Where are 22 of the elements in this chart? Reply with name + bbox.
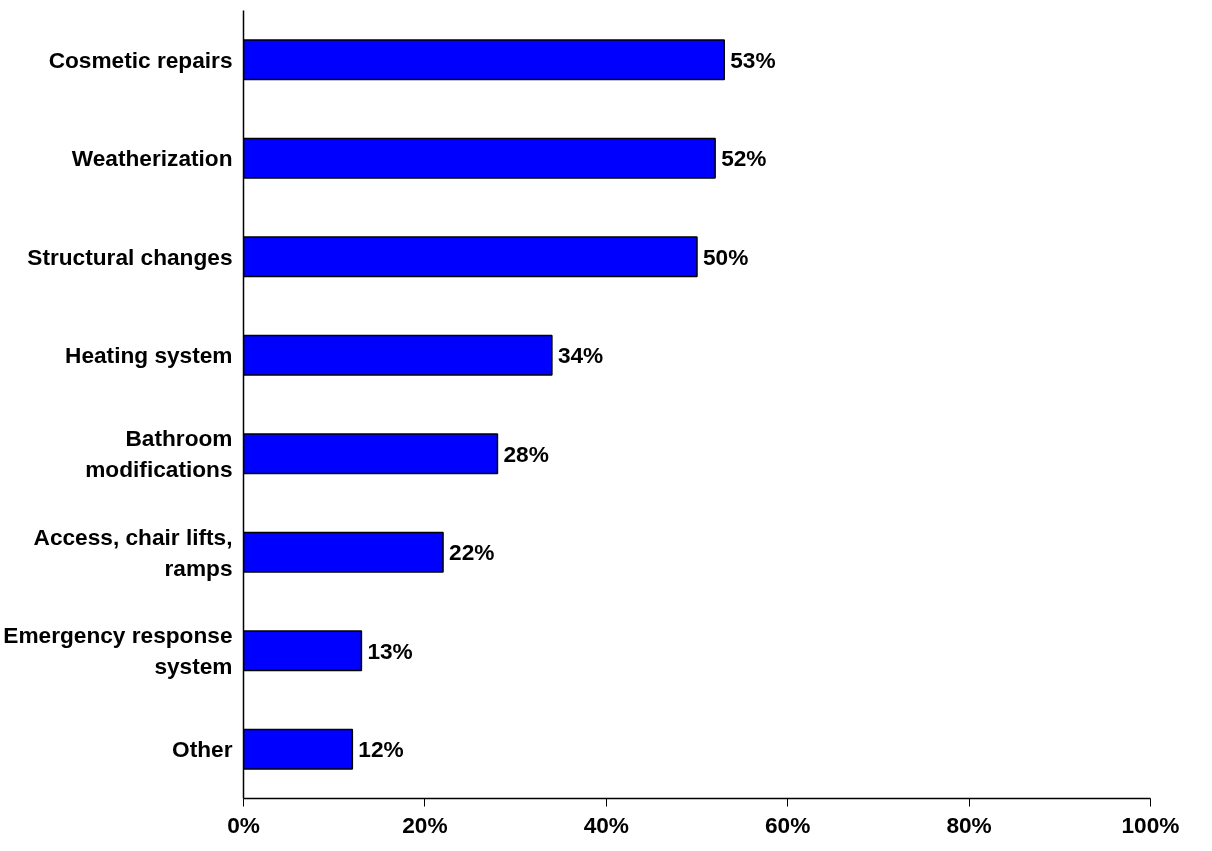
y-tick-label: Cosmetic repairs: [48, 46, 233, 73]
y-tick-label: Structural changes: [27, 243, 233, 270]
data-label: 34%: [557, 342, 604, 369]
data-label: 22%: [449, 539, 495, 566]
data-label: 53%: [730, 46, 776, 73]
data-label: 12%: [358, 736, 404, 763]
y-tick-label: Access, chair lifts, ramps: [33, 523, 233, 581]
y-tick-label: Weatherization: [71, 145, 233, 172]
y-tick-label: Emergency response system: [3, 622, 233, 680]
data-label: 50%: [703, 243, 749, 270]
x-tick-label: 60%: [765, 811, 811, 838]
x-tick-label: 0%: [227, 811, 260, 838]
data-label: 13%: [367, 637, 413, 664]
x-tick-label: 20%: [402, 811, 448, 838]
data-label: 52%: [721, 145, 767, 172]
x-tick-label: 100%: [1121, 811, 1180, 838]
y-tick-label: Heating system: [65, 342, 233, 369]
y-tick-label: Bathroom modifications: [85, 425, 233, 483]
y-tick-label: Other: [172, 736, 233, 763]
x-tick-label: 80%: [946, 811, 992, 838]
data-label: 28%: [503, 440, 549, 467]
x-tick-label: 40%: [583, 811, 629, 838]
